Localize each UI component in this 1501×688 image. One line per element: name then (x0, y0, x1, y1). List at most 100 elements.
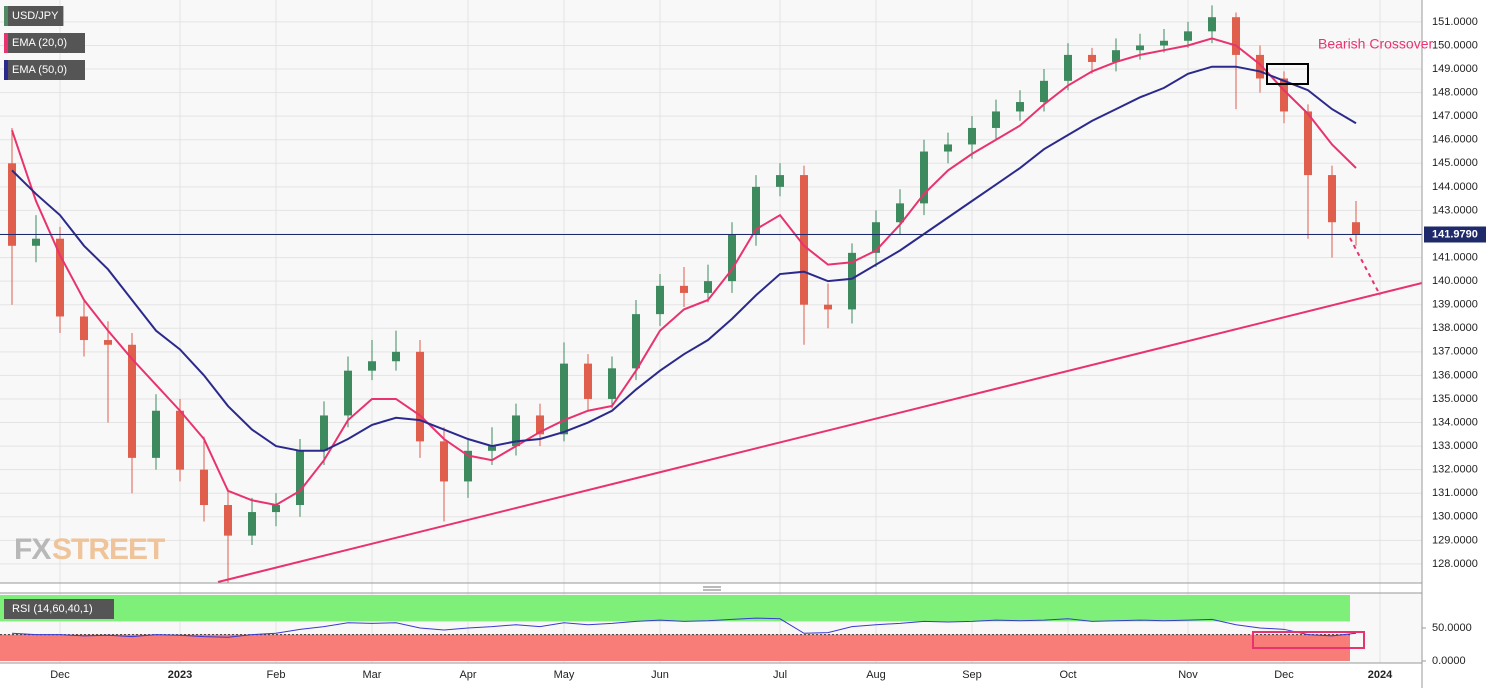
candle-body (1328, 175, 1336, 223)
y-tick-label: 128.0000 (1432, 558, 1478, 570)
y-tick-label: 131.0000 (1432, 487, 1478, 499)
candle-body (1040, 80, 1048, 103)
rsi-line (11, 617, 1357, 638)
candle-body (1136, 45, 1144, 51)
x-tick-label: Apr (459, 669, 476, 681)
candle-body (704, 281, 712, 293)
x-tick-label: 2024 (1368, 669, 1393, 681)
panel-handle[interactable] (703, 586, 721, 591)
legend-swatch (4, 33, 8, 53)
candle-body (344, 370, 352, 416)
legend-box (4, 599, 114, 619)
candle-body (32, 238, 40, 246)
candle-body (1304, 111, 1312, 176)
x-tick-label: Oct (1059, 669, 1076, 681)
x-tick-label: Jul (773, 669, 787, 681)
legend-label: EMA (20,0) (12, 37, 67, 49)
legend-box (4, 33, 85, 53)
candle-body (200, 469, 208, 505)
candle-body (80, 316, 88, 341)
candle-body (176, 410, 184, 470)
y-tick-label: 132.0000 (1432, 464, 1478, 476)
candle-body (680, 285, 688, 293)
candle-body (152, 410, 160, 458)
y-tick-label: 151.0000 (1432, 16, 1478, 28)
candle-body (536, 415, 544, 435)
y-tick-label: 141.0000 (1432, 251, 1478, 263)
last-price-label: 141.9790 (1432, 228, 1478, 240)
x-tick-label: Sep (962, 669, 982, 681)
y-tick-label: 140.0000 (1432, 275, 1478, 287)
candle-body (1352, 222, 1360, 235)
candle-body (272, 504, 280, 513)
y-tick-label: 144.0000 (1432, 181, 1478, 193)
candle-body (1064, 54, 1072, 81)
y-tick-label: 150.0000 (1432, 39, 1478, 51)
candle-body (1208, 17, 1216, 32)
x-tick-label: Dec (1274, 669, 1294, 681)
x-tick-label: Jun (651, 669, 669, 681)
x-tick-label: Nov (1178, 669, 1198, 681)
x-tick-label: Dec (50, 669, 70, 681)
oversold-zone (0, 634, 1350, 661)
legend-box (4, 60, 85, 80)
candle-body (392, 351, 400, 362)
candle-body (320, 415, 328, 451)
candle-body (728, 234, 736, 282)
candle-body (1232, 17, 1240, 55)
candle-body (992, 111, 1000, 128)
x-tick-label: Mar (363, 669, 382, 681)
candle-body (656, 285, 664, 315)
candle-body (56, 238, 64, 317)
y-tick-label: 139.0000 (1432, 299, 1478, 311)
candle-body (848, 252, 856, 310)
y-tick-label: 129.0000 (1432, 534, 1478, 546)
legend-label: EMA (50,0) (12, 64, 67, 76)
candle-body (584, 363, 592, 399)
x-tick-label: Aug (866, 669, 886, 681)
y-tick-label: 143.0000 (1432, 204, 1478, 216)
legend-swatch (4, 60, 8, 80)
candle-body (632, 314, 640, 369)
overlay: Dec 2023 Feb Mar Apr May Jun Jul Aug Sep Oct Nov Dec… (4, 6, 1486, 681)
candle-body (1280, 78, 1288, 112)
candle-body (608, 368, 616, 399)
candle-body (8, 163, 16, 246)
x-tick-label: May (554, 669, 575, 681)
ema-line (11, 65, 1357, 452)
x-tick-label: 2023 (168, 669, 192, 681)
candle-body (296, 450, 304, 505)
y-tick-label: 137.0000 (1432, 346, 1478, 358)
candle-body (1256, 54, 1264, 79)
overbought-zone (0, 595, 1350, 622)
y-tick-label: 50.0000 (1432, 622, 1472, 634)
candle-body (896, 203, 904, 223)
candle-body (464, 450, 472, 482)
candle-body (944, 144, 952, 152)
candle-body (1088, 54, 1096, 62)
y-tick-label: 136.0000 (1432, 369, 1478, 381)
y-tick-label: 148.0000 (1432, 87, 1478, 99)
candle-body (416, 351, 424, 442)
candle-body (368, 361, 376, 371)
candle-body (920, 151, 928, 204)
legend-swatch (4, 6, 8, 26)
watermark: FX (14, 533, 51, 566)
candle-body (752, 186, 760, 235)
candle-body (1184, 31, 1192, 41)
legend-label: RSI (14,60,40,1) (12, 603, 93, 615)
candle-body (224, 504, 232, 536)
legend-box (4, 6, 64, 26)
candle-body (824, 304, 832, 310)
y-tick-label: 138.0000 (1432, 322, 1478, 334)
y-tick-label: 149.0000 (1432, 63, 1478, 75)
marks (0, 5, 1422, 661)
candle-body (1112, 50, 1120, 62)
y-tick-label: 133.0000 (1432, 440, 1478, 452)
candle-body (128, 344, 136, 458)
ema-line (11, 37, 1357, 507)
candle-body (776, 175, 784, 187)
candle-body (512, 415, 520, 447)
